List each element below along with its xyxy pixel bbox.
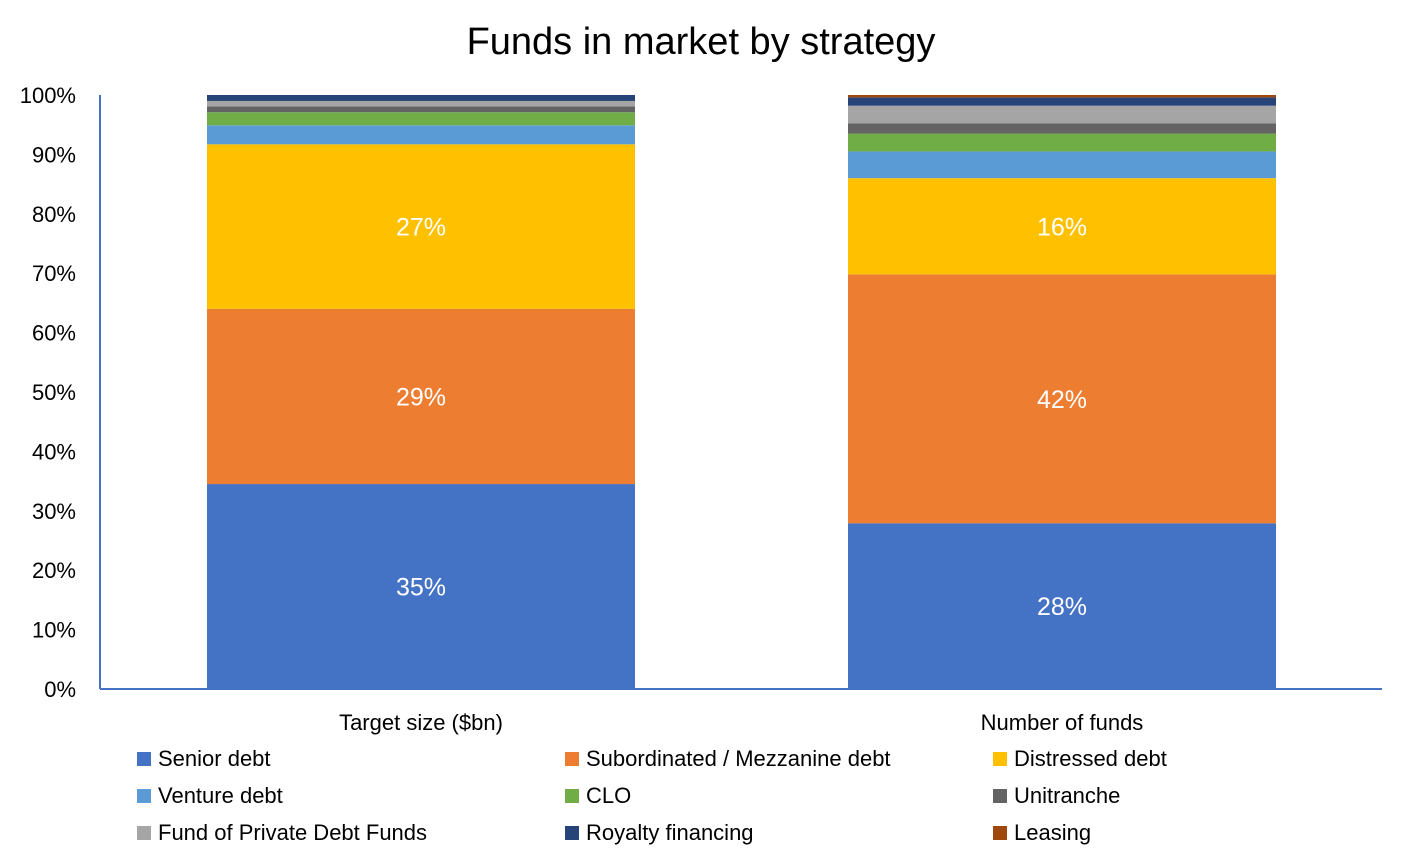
bar-segment — [207, 112, 635, 126]
bar-segment — [207, 144, 635, 309]
data-label: 35% — [396, 574, 446, 602]
bar-segment — [848, 274, 1276, 524]
bar-segment — [207, 95, 635, 101]
legend-swatch — [993, 751, 1007, 766]
y-tick-label: 0% — [44, 677, 76, 702]
bar-segment — [207, 125, 635, 145]
y-tick-label: 90% — [32, 142, 76, 167]
y-tick-label: 80% — [32, 202, 76, 227]
bar-segment — [848, 105, 1276, 124]
legend-swatch — [565, 788, 579, 803]
data-label: 16% — [1037, 213, 1087, 241]
legend-item: Subordinated / Mezzanine debt — [565, 740, 993, 777]
bar-segment — [207, 308, 635, 485]
legend-label: Unitranche — [1014, 782, 1121, 808]
legend-label: Distressed debt — [1014, 745, 1167, 771]
legend-item: Leasing — [993, 814, 1293, 851]
y-tick-label: 100% — [20, 83, 76, 108]
y-tick-label: 50% — [32, 380, 76, 405]
x-category-label: Number of funds — [981, 710, 1144, 735]
data-label: 28% — [1037, 593, 1087, 621]
legend-swatch — [993, 788, 1007, 803]
data-label: 29% — [396, 383, 446, 411]
legend-label: Fund of Private Debt Funds — [158, 819, 428, 845]
legend-item: CLO — [565, 777, 993, 814]
legend-label: Subordinated / Mezzanine debt — [586, 745, 891, 771]
bar-segment — [848, 123, 1276, 134]
data-label: 27% — [396, 214, 446, 242]
bar-segment — [848, 133, 1276, 152]
legend-swatch — [565, 825, 579, 840]
legend-label: Leasing — [1014, 819, 1092, 845]
y-tick-label: 60% — [32, 321, 76, 346]
bar-segment — [848, 178, 1276, 275]
legend-label: Royalty financing — [586, 819, 754, 845]
legend-swatch — [565, 751, 579, 766]
legend-item: Fund of Private Debt Funds — [137, 814, 565, 851]
legend-swatch — [137, 751, 151, 766]
legend-item: Unitranche — [993, 777, 1293, 814]
legend-swatch — [137, 825, 151, 840]
bar-segment — [848, 95, 1276, 98]
y-tick-label: 70% — [32, 261, 76, 286]
y-tick-label: 30% — [32, 499, 76, 524]
bar-segment — [207, 484, 635, 689]
y-tick-label: 20% — [32, 558, 76, 583]
y-tick-label: 40% — [32, 439, 76, 464]
data-label: 42% — [1037, 386, 1087, 414]
legend-item: Senior debt — [137, 740, 565, 777]
legend-label: Senior debt — [158, 745, 271, 771]
legend-swatch — [137, 788, 151, 803]
legend-item: Distressed debt — [993, 740, 1293, 777]
legend-item: Royalty financing — [565, 814, 993, 851]
legend-item: Venture debt — [137, 777, 565, 814]
x-category-label: Target size ($bn) — [339, 710, 503, 735]
y-tick-label: 10% — [32, 618, 76, 643]
legend-swatch — [993, 825, 1007, 840]
bar-segment — [848, 523, 1276, 689]
bar-segment — [207, 106, 635, 113]
legend-label: CLO — [586, 782, 632, 808]
bar-segment — [848, 97, 1276, 106]
legend-label: Venture debt — [158, 782, 283, 808]
bar-segment — [848, 151, 1276, 179]
chart-title: Funds in market by strategy — [466, 21, 936, 63]
bar-segment — [207, 100, 635, 107]
legend: Senior debt Subordinated / Mezzanine debt… — [137, 740, 1337, 851]
